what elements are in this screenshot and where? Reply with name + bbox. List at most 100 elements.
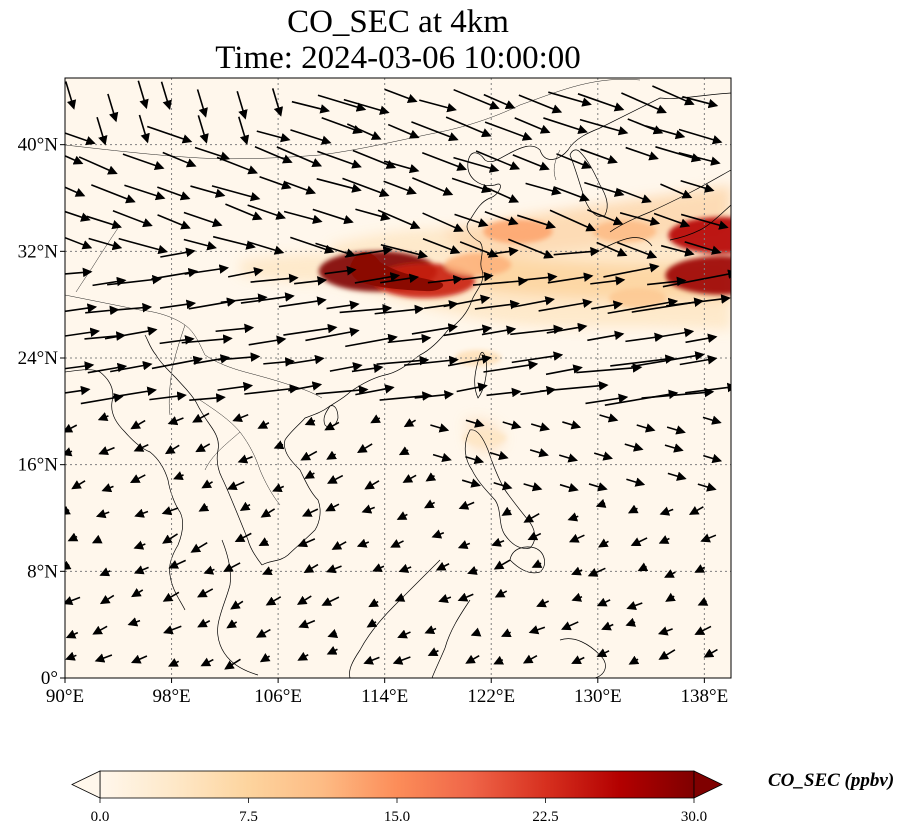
wind-arrow xyxy=(427,647,439,656)
wind-arrow xyxy=(457,592,474,602)
wind-arrow xyxy=(65,361,95,371)
wind-arrow xyxy=(548,91,592,107)
wind-arrow xyxy=(659,506,674,516)
wind-arrow xyxy=(324,421,340,431)
wind-arrow xyxy=(65,303,98,313)
wind-arrow xyxy=(283,180,317,195)
wind-arrow xyxy=(162,591,180,602)
wind-arrow xyxy=(445,116,492,138)
wind-arrow xyxy=(248,241,285,255)
wind-arrow xyxy=(376,355,430,366)
wind-arrow xyxy=(104,326,158,340)
wind-arrow xyxy=(630,537,648,547)
wind-arrow xyxy=(244,384,300,395)
wind-arrow xyxy=(653,212,691,228)
wind-arrow xyxy=(273,440,285,450)
wind-arrow xyxy=(591,300,624,310)
wind-arrow xyxy=(162,533,178,544)
wind-arrow xyxy=(475,150,521,171)
lat-tick-label: 32°N xyxy=(18,241,59,262)
map-background xyxy=(65,78,731,678)
wind-arrow xyxy=(472,276,528,287)
wind-arrow xyxy=(133,540,146,550)
wind-arrow xyxy=(587,330,625,342)
wind-arrow xyxy=(483,93,516,109)
wind-arrow xyxy=(680,213,729,230)
wind-arrow xyxy=(523,512,540,523)
wind-arrow xyxy=(217,352,261,362)
wind-arrow xyxy=(215,323,255,334)
wind-arrow xyxy=(624,442,644,452)
wind-arrow xyxy=(587,567,606,577)
wind-arrow xyxy=(343,98,390,115)
wind-arrow xyxy=(396,511,408,520)
wind-arrow xyxy=(304,469,315,479)
wind-arrow xyxy=(514,117,551,134)
wind-arrow xyxy=(303,563,319,574)
wind-arrow xyxy=(200,657,214,667)
wind-arrow xyxy=(331,540,347,550)
wind-arrow xyxy=(543,117,588,134)
wind-arrow xyxy=(484,211,519,226)
colorbar: 0.0 7.5 15.0 22.5 30.0 xyxy=(71,770,723,825)
wind-arrow xyxy=(461,478,481,488)
wind-arrow xyxy=(352,149,397,169)
wind-arrow xyxy=(456,382,488,393)
wind-arrow xyxy=(342,177,390,198)
wind-arrow xyxy=(483,360,539,373)
wind-arrow xyxy=(666,425,686,435)
wind-arrow xyxy=(700,533,717,543)
wind-arrow xyxy=(183,238,217,251)
wind-arrow xyxy=(92,625,108,635)
wind-arrow xyxy=(425,472,437,482)
wind-arrow xyxy=(160,81,172,111)
wind-arrow xyxy=(577,93,625,112)
lon-tick-label: 130°E xyxy=(574,686,622,707)
wind-arrow xyxy=(65,154,84,165)
wind-arrow xyxy=(305,327,360,342)
wind-arrow xyxy=(500,628,512,638)
wind-arrow xyxy=(491,537,505,547)
wind-arrow xyxy=(224,658,241,670)
wind-arrow xyxy=(198,502,210,512)
wind-arrow xyxy=(234,532,252,543)
wind-arrow xyxy=(501,506,513,516)
wind-arrow xyxy=(536,598,550,608)
wind-arrow xyxy=(658,649,676,660)
wind-arrow xyxy=(312,208,354,225)
wind-arrow xyxy=(702,415,722,425)
wind-arrow xyxy=(283,323,338,336)
wind-arrow xyxy=(518,94,563,114)
wind-arrow xyxy=(107,274,163,286)
wind-arrow xyxy=(130,654,148,664)
wind-arrow xyxy=(297,651,309,661)
wind-arrow xyxy=(183,211,223,228)
wind-arrow xyxy=(383,180,417,195)
lon-tick-label: 122°E xyxy=(467,686,515,707)
wind-arrow xyxy=(678,151,721,166)
wind-arrow xyxy=(265,596,282,606)
wind-arrow xyxy=(422,212,464,232)
wind-arrow xyxy=(377,209,421,230)
wind-arrow xyxy=(576,363,643,374)
wind-arrow xyxy=(272,483,285,493)
wind-arrow xyxy=(131,588,144,598)
wind-arrow xyxy=(288,354,325,365)
wind-arrow xyxy=(547,272,594,284)
wind-arrow xyxy=(397,629,411,639)
wind-arrow xyxy=(374,304,425,315)
lat-axis: 0° 8°N 16°N 24°N 32°N 40°N xyxy=(18,135,65,689)
wind-arrow xyxy=(538,298,593,312)
wind-arrow xyxy=(528,625,546,635)
wind-arrow xyxy=(412,177,454,196)
lon-tick-label: 106°E xyxy=(254,686,302,707)
wind-arrow xyxy=(588,482,608,492)
wind-arrow xyxy=(522,654,538,664)
wind-arrow xyxy=(232,413,249,422)
wind-arrow xyxy=(298,619,316,629)
lat-tick-label: 0° xyxy=(41,668,58,689)
wind-arrow xyxy=(387,333,432,344)
wind-arrow xyxy=(65,560,72,570)
wind-arrow xyxy=(162,151,197,168)
